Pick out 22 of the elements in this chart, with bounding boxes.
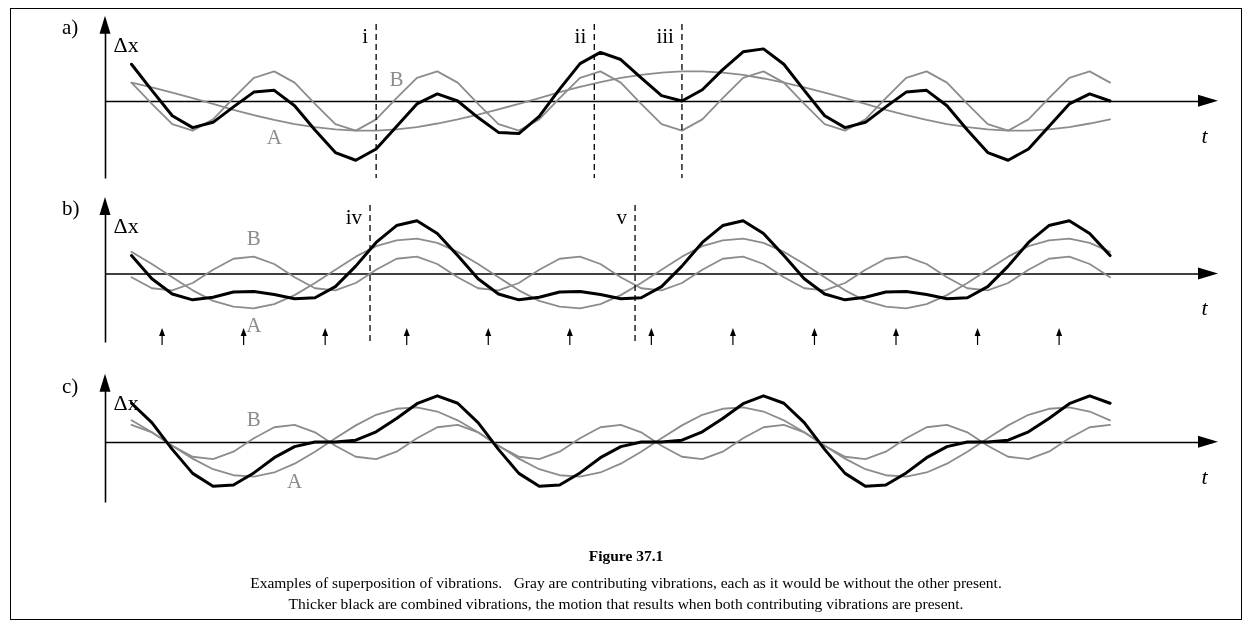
text: i xyxy=(362,23,369,48)
annotation: v xyxy=(616,205,628,229)
text: Examples of superposition of vibrations. Gray are contributing vibrations, each as it would be without the other present. xyxy=(249,573,1003,593)
chart-title: b) xyxy=(62,196,80,221)
x-axis-title: t xyxy=(1201,463,1209,489)
text: iii xyxy=(656,23,675,48)
series-label: A xyxy=(246,313,263,338)
y-axis-title: Δx xyxy=(113,31,139,57)
text: Thicker black are combined vibrations, the motion that results when both contributing vibrations are present. xyxy=(287,594,965,614)
text: ii xyxy=(574,23,587,48)
x-axis-title: t xyxy=(1201,295,1209,320)
series-label: B xyxy=(246,407,261,431)
annotation: iv xyxy=(345,205,363,229)
chart-title: a) xyxy=(62,15,79,40)
series-label: A xyxy=(287,468,304,493)
caption: Figure 37.1 xyxy=(587,546,665,566)
series-label: B xyxy=(389,66,404,91)
chart-title: c) xyxy=(62,373,79,398)
series-label: B xyxy=(246,225,261,250)
y-axis-title: Δx xyxy=(113,212,139,238)
series-label: A xyxy=(266,124,283,149)
x-axis-title: t xyxy=(1201,122,1209,148)
